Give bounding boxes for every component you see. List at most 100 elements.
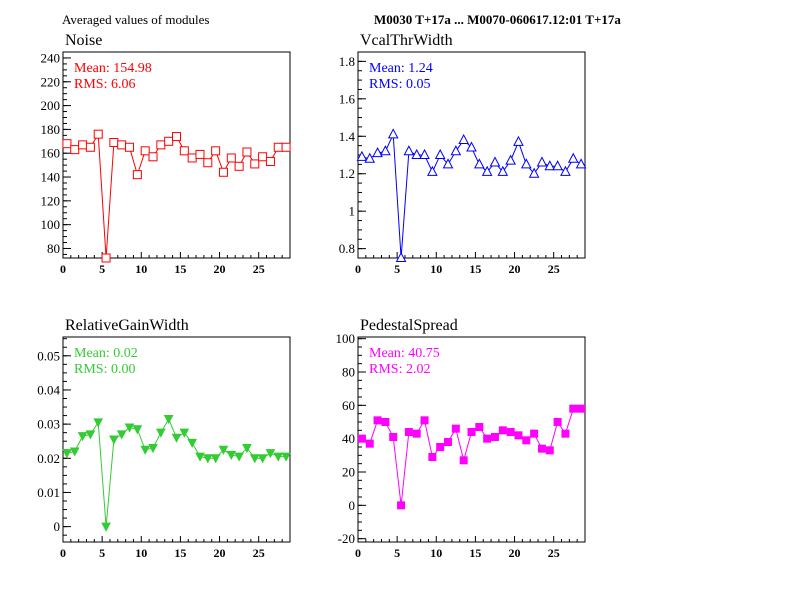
data-point xyxy=(226,450,237,460)
data-point xyxy=(395,251,407,262)
data-point xyxy=(234,452,244,462)
data-point xyxy=(195,149,205,159)
x-tick-label: 10 xyxy=(430,546,442,560)
chart-title: VcalThrWidth xyxy=(360,32,453,49)
data-point xyxy=(117,140,127,150)
data-point xyxy=(490,433,499,441)
data-point xyxy=(553,418,562,426)
data-point xyxy=(101,253,111,263)
data-point xyxy=(428,453,437,461)
series-line xyxy=(361,134,582,259)
y-tick-label: 1.2 xyxy=(339,166,355,181)
y-tick-label: 200 xyxy=(41,98,61,113)
data-point xyxy=(132,170,142,180)
x-tick-label: 25 xyxy=(548,262,560,276)
chart-title: PedestalSpread xyxy=(360,317,458,334)
data-point xyxy=(281,452,291,462)
y-tick-label: 100 xyxy=(41,217,61,232)
data-point xyxy=(364,152,376,163)
data-point xyxy=(203,158,213,168)
y-tick-label: 80 xyxy=(342,365,355,380)
y-tick-label: 80 xyxy=(47,241,60,256)
data-point xyxy=(545,446,554,455)
data-point xyxy=(497,165,509,176)
stats-rms: RMS: 6.06 xyxy=(74,77,135,92)
header-right-title: M0030 T+17a ... M0070-060617.12:01 T+17a xyxy=(374,12,621,27)
data-point xyxy=(70,145,80,155)
data-point xyxy=(561,429,570,438)
data-point xyxy=(195,452,205,462)
data-point xyxy=(218,445,229,455)
data-point xyxy=(202,454,213,464)
data-point xyxy=(249,454,260,464)
data-point xyxy=(187,438,197,448)
data-point xyxy=(265,449,276,459)
y-tick-label: 60 xyxy=(342,398,355,413)
data-point xyxy=(179,428,190,438)
plot-frame xyxy=(62,51,291,259)
data-point xyxy=(505,154,516,165)
data-point xyxy=(528,167,540,178)
data-point xyxy=(387,128,399,139)
data-point xyxy=(575,158,587,169)
data-point xyxy=(148,444,158,454)
y-tick-label: 0 xyxy=(349,498,356,513)
y-tick-label: 0.02 xyxy=(37,451,60,466)
data-point xyxy=(93,418,104,428)
y-tick-label: 0 xyxy=(54,519,61,534)
data-point xyxy=(116,430,127,440)
x-tick-label: 5 xyxy=(99,546,105,560)
data-point xyxy=(569,404,578,413)
y-tick-label: 1.6 xyxy=(339,91,356,106)
data-point xyxy=(62,139,72,149)
y-tick-label: -20 xyxy=(338,531,355,546)
x-tick-label: 25 xyxy=(253,262,265,276)
y-tick-label: 1 xyxy=(349,204,356,219)
series-line xyxy=(361,408,582,506)
data-point xyxy=(365,439,374,448)
x-tick-label: 20 xyxy=(214,546,226,560)
data-point xyxy=(140,146,150,156)
data-point xyxy=(273,452,284,462)
stats-mean: Mean: 1.24 xyxy=(369,61,433,76)
y-tick-label: 40 xyxy=(342,431,355,446)
data-point xyxy=(475,423,484,431)
data-point xyxy=(450,145,462,156)
x-tick-label: 25 xyxy=(253,546,265,560)
data-point xyxy=(132,425,143,435)
data-point xyxy=(530,429,539,438)
data-point xyxy=(101,522,111,532)
data-point xyxy=(281,142,291,152)
x-tick-label: 10 xyxy=(135,546,147,560)
data-point xyxy=(451,424,460,433)
data-point xyxy=(544,160,556,171)
data-point xyxy=(69,447,80,457)
data-point xyxy=(467,428,476,436)
data-point xyxy=(273,142,283,152)
data-point xyxy=(242,147,252,157)
data-point xyxy=(242,444,252,454)
data-point xyxy=(210,454,221,464)
data-point xyxy=(93,129,103,139)
chart-panel-1: VcalThrWidth 0 5 10 15 20 25 0.8 1 1.2 1.4 1.6 1.8 Me… xyxy=(339,32,587,276)
header-left-title: Averaged values of modules xyxy=(62,12,210,27)
data-point xyxy=(109,435,119,445)
data-point xyxy=(156,140,166,150)
data-point xyxy=(164,136,174,146)
data-point xyxy=(78,140,88,150)
data-point xyxy=(419,148,430,159)
data-point xyxy=(537,444,546,453)
chart-panel-0: Noise 0 5 10 15 20 25 80 100 120 140 160 180 200 220 24… xyxy=(41,32,291,276)
y-tick-label: 100 xyxy=(336,331,356,346)
data-point xyxy=(536,156,548,167)
data-point xyxy=(179,146,189,156)
data-point xyxy=(498,426,507,435)
y-tick-label: 1.8 xyxy=(339,54,355,69)
data-point xyxy=(372,147,383,158)
data-point xyxy=(187,153,197,163)
data-point xyxy=(265,157,275,167)
y-tick-label: 140 xyxy=(41,170,61,185)
data-point xyxy=(489,156,501,167)
